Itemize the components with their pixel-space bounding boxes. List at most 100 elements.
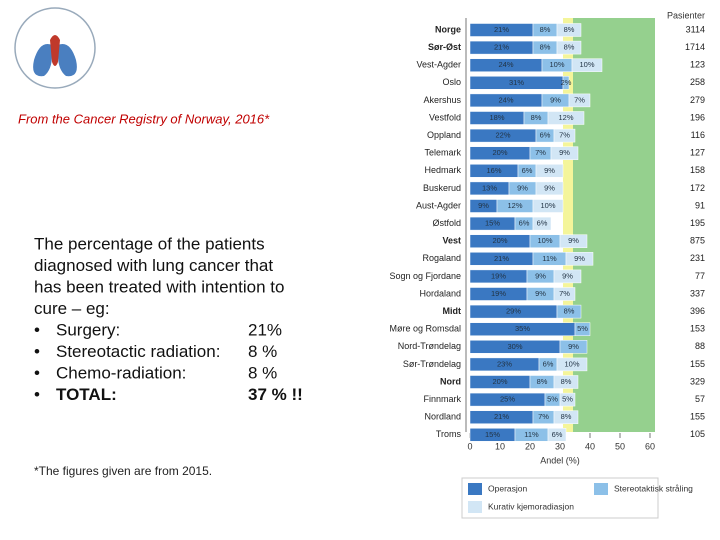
bullet: • <box>34 342 40 361</box>
legend: Operasjon Stereotaktisk stråling Kurativ k… <box>461 477 693 519</box>
value-label: 22% <box>495 131 510 140</box>
value-label: 5% <box>577 324 588 333</box>
footnote: *The figures given are from 2015. <box>34 464 212 478</box>
value-label: 6% <box>537 219 548 228</box>
value-label: 15% <box>485 219 500 228</box>
intro-line: has been treated with intention to <box>34 277 284 296</box>
bar-segment <box>571 58 603 72</box>
bullet: • <box>34 385 40 404</box>
value-label: 12% <box>558 113 573 122</box>
legend-label: Stereotaktisk stråling <box>614 483 693 493</box>
count-label: 116 <box>691 130 705 140</box>
bullet: • <box>34 320 40 339</box>
count-label: 337 <box>690 288 705 298</box>
count-label: 105 <box>690 429 705 439</box>
intro-line: The percentage of the patients <box>34 234 265 253</box>
category-label: Vest <box>442 236 461 246</box>
logo-lung-left <box>33 22 52 77</box>
count-label: 258 <box>690 77 705 87</box>
bar-segment <box>568 93 591 108</box>
value-label: 21% <box>494 254 509 263</box>
value-label: 6% <box>540 131 551 140</box>
count-label: 195 <box>690 218 705 228</box>
count-label: 77 <box>695 271 705 281</box>
value-label: 9% <box>478 201 489 210</box>
category-label: Hedmark <box>424 165 461 175</box>
value-label: 9% <box>568 342 579 351</box>
value-label: 7% <box>574 95 585 104</box>
value-label: 6% <box>522 166 533 175</box>
category-label: Norge <box>435 24 461 34</box>
value-label: 7% <box>538 412 549 421</box>
item-value: 37 % !! <box>248 385 303 404</box>
value-label: 9% <box>544 183 555 192</box>
category-label: Troms <box>436 429 462 439</box>
bullet: • <box>34 363 40 382</box>
value-label: 9% <box>535 271 546 280</box>
value-label: 7% <box>535 148 546 157</box>
legend-swatch <box>468 501 482 513</box>
category-label: Møre og Romsdal <box>389 324 461 334</box>
bar-segment <box>532 216 552 231</box>
item-label: TOTAL: <box>56 385 117 404</box>
value-label: 31% <box>509 78 524 87</box>
value-label: 9% <box>568 236 579 245</box>
value-label: 10% <box>537 236 552 245</box>
value-label: 13% <box>482 183 497 192</box>
value-label: 9% <box>559 148 570 157</box>
category-label: Sør-Trøndelag <box>403 359 461 369</box>
intro-line: diagnosed with lung cancer that <box>34 256 273 275</box>
value-label: 20% <box>492 236 507 245</box>
category-label: Nord <box>440 376 461 386</box>
item-value: 8 % <box>248 342 277 361</box>
bar-segment <box>565 252 594 266</box>
item-value: 8 % <box>248 363 277 382</box>
category-label: Finnmark <box>423 394 461 404</box>
count-label: 1714 <box>685 42 705 52</box>
category-label: Oslo <box>442 77 461 87</box>
bar-segment <box>547 428 567 442</box>
value-label: 25% <box>500 395 515 404</box>
count-label: 153 <box>690 324 705 334</box>
bar-segment <box>574 322 591 336</box>
value-label: 16% <box>486 166 501 175</box>
threshold-zone <box>563 18 573 432</box>
bar-segment <box>556 23 582 37</box>
bar-segment <box>553 375 579 389</box>
value-label: 8% <box>540 43 551 52</box>
count-header: Pasienter <box>667 10 705 20</box>
category-label: Vestfold <box>429 112 461 122</box>
x-tick-label: 20 <box>525 441 535 451</box>
value-label: 8% <box>537 377 548 386</box>
legend-label: Kurativ kjemoradiasjon <box>488 501 574 511</box>
source: From the Cancer Registry of Norway, 2016… <box>18 111 270 126</box>
bar-segment <box>559 234 588 248</box>
item-value: 21% <box>248 320 282 339</box>
bar-segment <box>556 304 582 319</box>
bar-segment <box>535 164 564 178</box>
item-label: Surgery: <box>56 320 120 339</box>
value-label: 8% <box>564 43 575 52</box>
category-label: Buskerud <box>423 183 461 193</box>
legend-swatch <box>594 483 608 495</box>
logo-ring <box>14 7 96 89</box>
legend-frame <box>461 477 659 519</box>
value-label: 20% <box>492 377 507 386</box>
value-label: 8% <box>540 25 551 34</box>
value-label: 5% <box>562 395 573 404</box>
legend-label: Operasjon <box>488 483 527 493</box>
count-label: 57 <box>695 394 705 404</box>
x-tick-label: 60 <box>645 441 655 451</box>
value-label: 24% <box>498 95 513 104</box>
value-label: 9% <box>544 166 555 175</box>
value-label: 19% <box>491 271 506 280</box>
category-label: Telemark <box>424 148 461 158</box>
value-label: 21% <box>494 412 509 421</box>
category-label: Oppland <box>427 130 461 140</box>
value-label: 8% <box>561 412 572 421</box>
count-label: 196 <box>690 112 705 122</box>
x-axis-label: Andel (%) <box>540 455 580 465</box>
bar-segment <box>553 410 579 424</box>
bar-segment <box>550 146 579 160</box>
